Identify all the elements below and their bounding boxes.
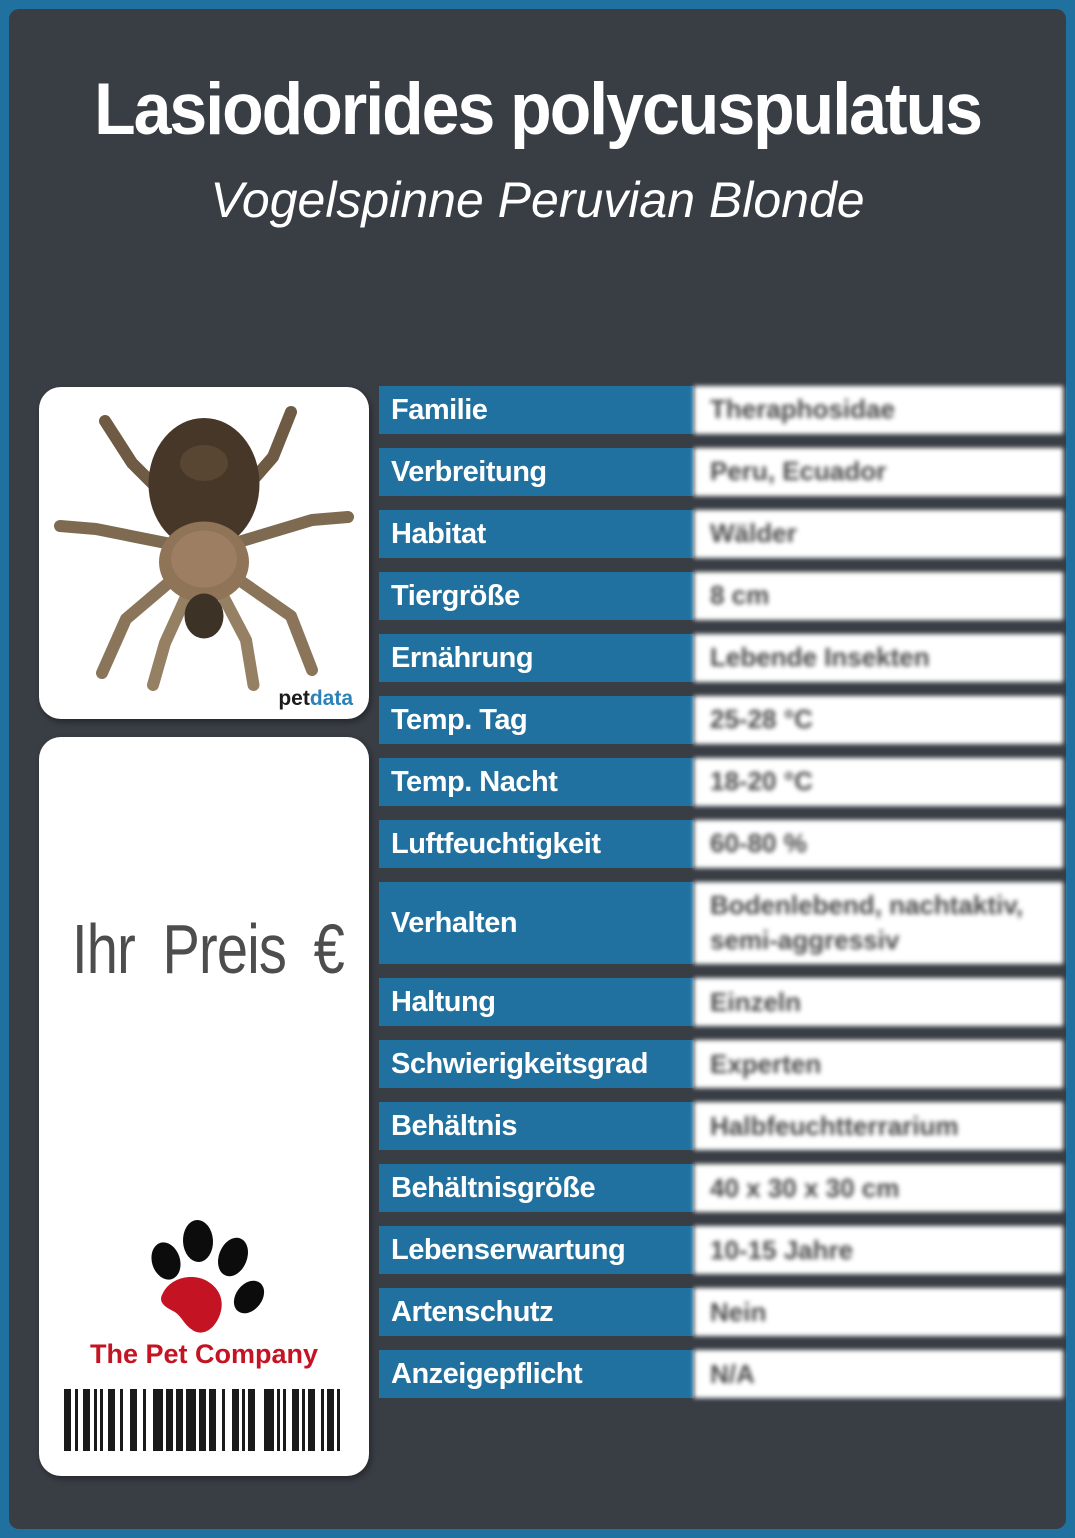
row-value: Nein <box>694 1288 1063 1337</box>
row-label: Temp. Nacht <box>379 758 694 806</box>
row-value: Bodenlebend, nachtaktiv, semi-aggressiv <box>694 882 1063 965</box>
label-panel: Lasiodorides polycuspulatus Vogelspinne … <box>9 9 1066 1529</box>
tarantula-photo <box>54 391 354 691</box>
row-label: Habitat <box>379 510 694 558</box>
species-title: Lasiodorides polycuspulatus <box>94 68 983 151</box>
row-value: Peru, Ecuador <box>694 448 1063 496</box>
row-label: Anzeigepflicht <box>379 1350 694 1399</box>
table-row: Schwierigkeitsgrad Experten <box>379 1040 1063 1089</box>
barcode <box>64 1389 344 1451</box>
row-label: Luftfeuchtigkeit <box>379 820 694 868</box>
row-value: 8 cm <box>694 572 1063 620</box>
petdata-logo: petdata <box>278 687 353 711</box>
row-value: 60-80 % <box>694 820 1063 868</box>
table-row: Anzeigepflicht N/A <box>379 1350 1063 1399</box>
table-row: Temp. Nacht 18-20 °C <box>379 758 1063 806</box>
row-label: Haltung <box>379 978 694 1027</box>
table-row: Artenschutz Nein <box>379 1288 1063 1337</box>
table-row: Verhalten Bodenlebend, nachtaktiv, semi-… <box>379 882 1063 965</box>
row-label: Ernährung <box>379 634 694 682</box>
info-table: Familie Theraphosidae Verbreitung Peru, … <box>379 386 1063 1399</box>
table-row: Habitat Wälder <box>379 510 1063 558</box>
table-row: Haltung Einzeln <box>379 978 1063 1027</box>
row-value: Halbfeuchtterrarium <box>694 1102 1063 1151</box>
row-label: Familie <box>379 386 694 434</box>
row-value: N/A <box>694 1350 1063 1399</box>
table-row: Familie Theraphosidae <box>379 386 1063 434</box>
table-row: Ernährung Lebende Insekten <box>379 634 1063 682</box>
row-label: Verbreitung <box>379 448 694 496</box>
table-row: Lebenserwartung 10-15 Jahre <box>379 1226 1063 1275</box>
row-value: Lebende Insekten <box>694 634 1063 682</box>
row-value: Wälder <box>694 510 1063 558</box>
header: Lasiodorides polycuspulatus Vogelspinne … <box>9 67 1066 229</box>
price-card: Ihr Preis € The Pet Company <box>39 737 369 1476</box>
common-name-subtitle: Vogelspinne Peruvian Blonde <box>210 172 865 228</box>
row-value: Experten <box>694 1040 1063 1089</box>
table-row: Behältnisgröße 40 x 30 x 30 cm <box>379 1164 1063 1213</box>
left-column: petdata Ihr Preis € The Pet Company <box>39 387 369 1476</box>
row-value: 10-15 Jahre <box>694 1226 1063 1275</box>
row-label: Verhalten <box>379 882 694 965</box>
tarantula-illustration <box>54 406 354 691</box>
row-label: Artenschutz <box>379 1288 694 1337</box>
company-name: The Pet Company <box>89 1339 319 1369</box>
table-row: Temp. Tag 25-28 °C <box>379 696 1063 744</box>
barcode-image <box>64 1389 340 1451</box>
row-value: 25-28 °C <box>694 696 1063 744</box>
table-row: Luftfeuchtigkeit 60-80 % <box>379 820 1063 868</box>
paw-print-icon <box>151 1220 265 1333</box>
photo-card: petdata <box>39 387 369 719</box>
row-label: Temp. Tag <box>379 696 694 744</box>
table-row: Behältnis Halbfeuchtterrarium <box>379 1102 1063 1151</box>
row-label: Tiergröße <box>379 572 694 620</box>
petdata-logo-pet: pet <box>278 687 310 710</box>
petdata-logo-data: data <box>309 687 353 710</box>
table-row: Tiergröße 8 cm <box>379 572 1063 620</box>
row-value: 40 x 30 x 30 cm <box>694 1164 1063 1213</box>
paw-logo <box>141 1215 267 1343</box>
row-label: Lebenserwartung <box>379 1226 694 1275</box>
price-label: Ihr Preis € <box>72 910 345 988</box>
row-value: Einzeln <box>694 978 1063 1027</box>
table-row: Verbreitung Peru, Ecuador <box>379 448 1063 496</box>
row-label: Behältnisgröße <box>379 1164 694 1213</box>
row-label: Behältnis <box>379 1102 694 1151</box>
row-value: Theraphosidae <box>694 386 1063 434</box>
row-value: 18-20 °C <box>694 758 1063 806</box>
row-label: Schwierigkeitsgrad <box>379 1040 694 1089</box>
